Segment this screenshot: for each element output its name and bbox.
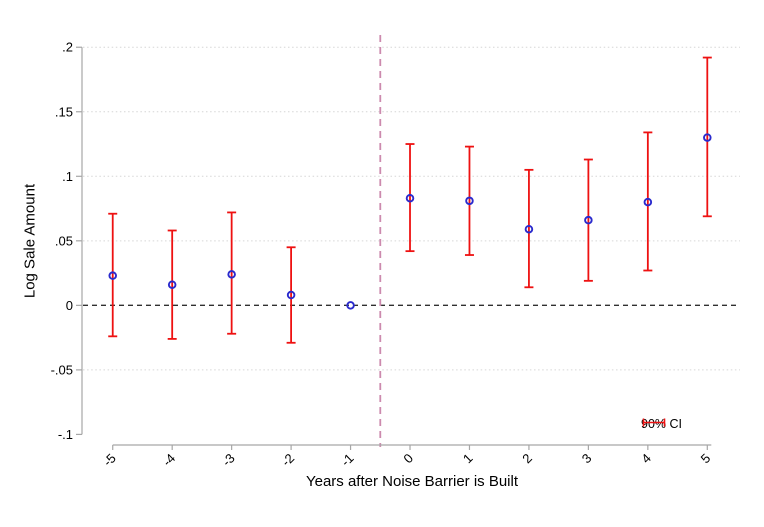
x-tick-label: -5: [100, 451, 119, 470]
point-estimate-marker: [286, 290, 296, 300]
point-estimate-marker: [167, 280, 177, 289]
point-estimate-marker: [584, 215, 593, 225]
y-tick-label: -.1: [58, 427, 73, 442]
y-tick-label: .2: [62, 40, 73, 55]
point-estimate-marker: [405, 193, 415, 203]
point-estimate-marker: [227, 270, 236, 279]
x-tick-label: 2: [519, 451, 535, 467]
point-estimate-marker: [643, 197, 653, 207]
y-tick-label: .05: [55, 233, 73, 248]
point-estimate-marker: [524, 224, 534, 234]
x-tick-label: -2: [278, 451, 297, 470]
legend-label: 90% CI: [641, 417, 682, 431]
point-estimate-marker: [465, 196, 474, 206]
x-tick-label: 0: [400, 451, 416, 467]
x-tick-label: -3: [219, 451, 238, 470]
x-tick-label: 5: [698, 451, 714, 467]
y-tick-label: 0: [66, 298, 73, 313]
y-axis-title: Log Sale Amount: [21, 183, 39, 299]
x-axis-title: Years after Noise Barrier is Built: [305, 473, 519, 490]
point-estimate-marker: [346, 301, 355, 310]
point-estimate-marker: [108, 271, 117, 280]
ci-legend-symbol: [642, 418, 666, 427]
y-tick-label: .1: [62, 169, 73, 184]
point-estimate-marker: [703, 133, 712, 142]
x-tick-label: 4: [638, 451, 654, 467]
y-tick-label: -.05: [51, 362, 73, 377]
x-tick-label: -4: [160, 451, 179, 470]
legend: 90% CI: [641, 417, 682, 431]
x-tick-label: -1: [338, 451, 357, 470]
x-tick-label: 3: [579, 451, 595, 467]
x-tick-label: 1: [460, 451, 476, 467]
y-tick-label: .15: [55, 104, 73, 119]
